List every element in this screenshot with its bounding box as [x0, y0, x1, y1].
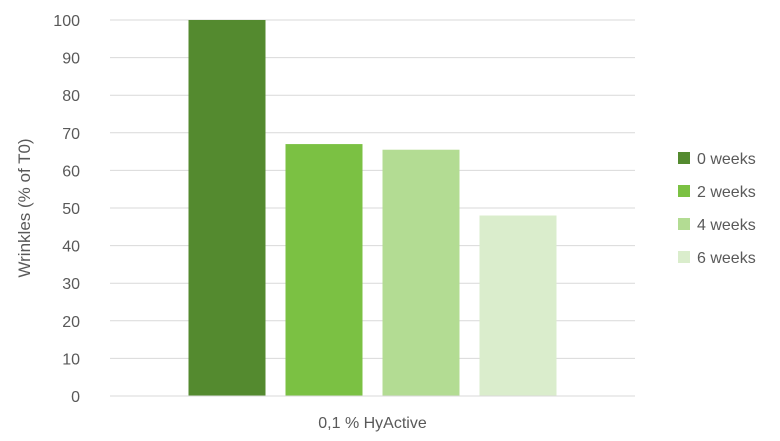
y-tick-label: 80: [62, 88, 80, 105]
y-tick-label: 40: [62, 239, 80, 256]
y-tick-label: 50: [62, 201, 80, 218]
legend: 0 weeks 2 weeks 4 weeks 6 weeks: [678, 151, 756, 267]
y-tick-label: 30: [62, 276, 80, 293]
y-tick-label: 20: [62, 314, 80, 331]
y-tick-label: 60: [62, 163, 80, 180]
bar-0-weeks: [188, 20, 266, 396]
bar-4-weeks: [382, 149, 460, 396]
y-tick-label: 70: [62, 126, 80, 143]
bar-2-weeks: [285, 144, 363, 396]
y-tick-label: 90: [62, 51, 80, 68]
y-tick-label: 10: [62, 351, 80, 368]
bars: [188, 20, 557, 396]
y-tick-label: 0: [71, 389, 80, 406]
y-axis-label: Wrinkles (% of T0): [15, 138, 34, 277]
y-tick-label: 100: [53, 13, 80, 30]
legend-label: 2 weeks: [697, 184, 756, 201]
bar-6-weeks: [479, 215, 557, 396]
legend-swatch: [678, 185, 690, 197]
y-axis-ticks: 0 10 20 30 40 50 60 70 80 90 100: [53, 13, 80, 406]
x-category-label: 0,1 % HyActive: [318, 415, 427, 432]
legend-label: 4 weeks: [697, 217, 756, 234]
x-axis-categories: 0,1 % HyActive: [318, 415, 427, 432]
legend-label: 6 weeks: [697, 250, 756, 267]
legend-swatch: [678, 251, 690, 263]
legend-swatch: [678, 152, 690, 164]
legend-swatch: [678, 218, 690, 230]
legend-label: 0 weeks: [697, 151, 756, 168]
